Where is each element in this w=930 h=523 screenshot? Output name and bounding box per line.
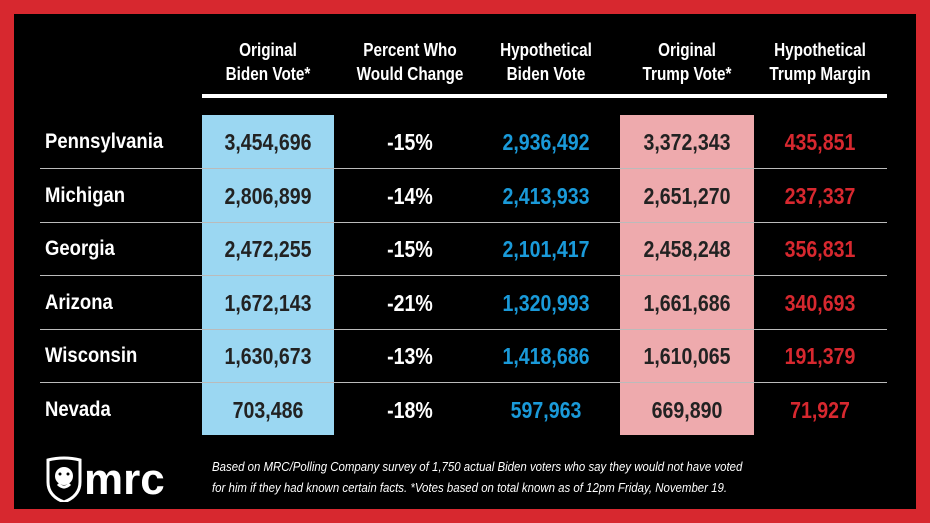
cell-trump: 669,890 — [651, 396, 723, 423]
cell-change: -13% — [387, 343, 433, 369]
cell-change: -21% — [387, 289, 433, 316]
column-header: Original Trump Vote* — [623, 38, 751, 86]
state-name: Georgia — [45, 237, 115, 260]
cell-hyp-biden: 1,418,686 — [502, 343, 590, 369]
column-header: Hypothetical Biden Vote — [482, 38, 610, 86]
column-header-line1: Original — [239, 40, 297, 60]
state-name: Wisconsin — [45, 344, 138, 367]
cell-biden: 2,806,899 — [224, 182, 312, 209]
column-header-line1: Hypothetical — [500, 40, 592, 60]
cell-biden: 1,672,143 — [224, 289, 312, 316]
cell-trump: 1,661,686 — [643, 289, 731, 316]
cell-biden: 703,486 — [232, 396, 304, 423]
cell-margin: 435,851 — [784, 129, 856, 155]
row-divider — [40, 168, 887, 169]
cell-hyp-biden: 1,320,993 — [502, 289, 590, 316]
cell-change: -15% — [387, 236, 433, 262]
cell-change: -18% — [387, 396, 433, 423]
cell-margin: 237,337 — [784, 182, 856, 209]
state-name: Michigan — [45, 183, 126, 207]
logo-text: mrc — [84, 456, 165, 502]
cell-biden: 3,454,696 — [224, 129, 312, 155]
cell-change: -15% — [387, 129, 433, 155]
column-header-line2: Trump Vote* — [642, 64, 732, 84]
table-row: Pennsylvania 3,454,696 -15% 2,936,492 3,372,… — [40, 115, 887, 169]
column-header-line2: Would Change — [356, 64, 464, 84]
column-header: Original Biden Vote* — [204, 38, 332, 86]
cell-trump: 3,372,343 — [643, 129, 731, 155]
state-name: Arizona — [45, 290, 113, 314]
row-divider — [40, 382, 887, 383]
column-header-line1: Original — [658, 40, 716, 60]
cell-biden: 1,630,673 — [224, 343, 312, 369]
column-header-line2: Biden Vote — [506, 64, 586, 84]
state-name: Nevada — [45, 397, 111, 421]
row-divider — [40, 328, 887, 330]
cell-hyp-biden: 2,101,417 — [502, 236, 590, 262]
table-row: Wisconsin 1,630,673 -13% 1,418,686 1,610,065… — [40, 329, 887, 383]
row-divider — [40, 221, 887, 223]
cell-hyp-biden: 2,413,933 — [502, 182, 590, 209]
cell-margin: 340,693 — [784, 289, 856, 316]
cell-margin: 191,379 — [784, 343, 856, 369]
cell-trump: 1,610,065 — [643, 343, 731, 369]
footnote-line-2: for him if they had known certain facts.… — [212, 480, 728, 495]
table-row: Nevada 703,486 -18% 597,963 669,890 71,927 — [40, 383, 887, 437]
table-row: Michigan 2,806,899 -14% 2,413,933 2,651,270 2… — [40, 169, 887, 223]
column-header: Hypothetical Trump Margin — [756, 38, 884, 86]
header-divider — [202, 94, 887, 98]
mrc-logo: mrc — [44, 456, 204, 502]
cell-hyp-biden: 597,963 — [510, 396, 582, 423]
cell-biden: 2,472,255 — [224, 236, 312, 262]
cell-change: -14% — [387, 182, 433, 209]
cell-trump: 2,651,270 — [643, 182, 731, 209]
cell-trump: 2,458,248 — [643, 236, 731, 262]
column-header-line1: Hypothetical — [774, 40, 866, 60]
column-header-line1: Percent Who — [363, 40, 457, 60]
table-row: Arizona 1,672,143 -21% 1,320,993 1,661,686 34… — [40, 276, 887, 330]
cell-margin: 71,927 — [790, 396, 850, 423]
column-header-line2: Trump Margin — [769, 64, 871, 84]
table-row: Georgia 2,472,255 -15% 2,101,417 2,458,248 35… — [40, 222, 887, 276]
cell-margin: 356,831 — [784, 236, 856, 262]
cell-hyp-biden: 2,936,492 — [502, 129, 590, 155]
row-divider — [40, 275, 887, 276]
state-name: Pennsylvania — [45, 130, 164, 153]
footnote-line-1: Based on MRC/Polling Company survey of 1… — [212, 459, 743, 474]
footnote: Based on MRC/Polling Company survey of 1… — [212, 456, 846, 498]
column-header: Percent Who Would Change — [346, 38, 474, 86]
bulldog-shield-icon: mrc — [46, 456, 165, 502]
column-header-line2: Biden Vote* — [225, 64, 311, 84]
